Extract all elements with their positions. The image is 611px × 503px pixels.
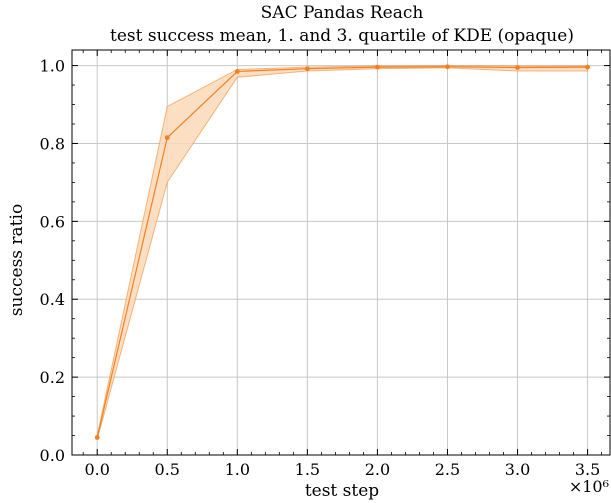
y-tick-label-4: 0.8 [40, 134, 65, 153]
mean-point-6 [515, 65, 520, 70]
quartile-band-area [96, 65, 589, 440]
x-tick-label-0: 0.0 [84, 460, 109, 479]
y-tick-label-3: 0.6 [40, 212, 65, 231]
plot-frame [71, 49, 611, 456]
mean-point-0 [94, 435, 100, 440]
x-tick-label-3: 1.5 [295, 460, 320, 479]
y-tick-label-0: 0.0 [40, 446, 65, 465]
y-tick-label-5: 1.0 [40, 57, 65, 76]
quartile-band [96, 65, 589, 440]
x-axis-ticks: 0.0 0.5 1.0 1.5 2.0 2.5 3.0 3.5 [82, 50, 602, 479]
mean-point-3 [304, 66, 310, 72]
x-axis-multiplier: ×10⁶ [569, 477, 609, 496]
series-mean [94, 64, 590, 440]
y-tick-label-2: 0.4 [40, 290, 65, 309]
grid [72, 50, 610, 456]
plot-border [71, 49, 611, 456]
mean-point-1 [164, 135, 170, 141]
x-tick-label-4: 2.0 [365, 460, 390, 479]
mean-point-7 [585, 64, 590, 70]
x-tick-label-1: 0.5 [155, 460, 180, 479]
y-tick-label-1: 0.2 [40, 368, 65, 387]
x-tick-label-5: 2.5 [435, 460, 460, 479]
chart-subtitle: test success mean, 1. and 3. quartile of… [110, 26, 574, 46]
mean-point-2 [234, 69, 240, 74]
y-axis-label: success ratio [7, 204, 27, 316]
x-tick-label-7: 3.5 [575, 460, 600, 479]
x-axis-label: test step [305, 481, 379, 501]
mean-point-5 [445, 64, 450, 70]
x-tick-label-6: 3.0 [505, 460, 530, 479]
y-axis-ticks: 0.0 0.2 0.4 0.6 0.8 1.0 [40, 57, 610, 465]
mean-point-4 [375, 64, 380, 70]
chart-title: SAC Pandas Reach [261, 3, 424, 23]
x-tick-label-2: 1.0 [225, 460, 250, 479]
mean-line [96, 66, 588, 438]
